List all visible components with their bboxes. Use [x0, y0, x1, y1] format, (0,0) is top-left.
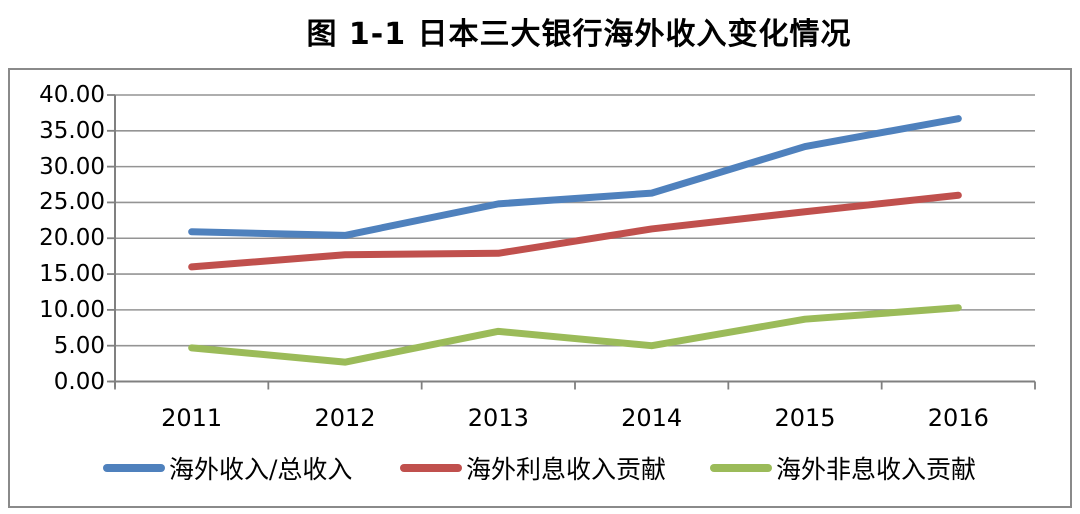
- legend-label: 海外非息收入贡献: [776, 455, 977, 484]
- x-axis-tick-label: 2011: [161, 404, 223, 432]
- y-axis-tick-label: 20.00: [39, 225, 105, 252]
- legend-item-2: 海外非息收入贡献: [710, 453, 977, 484]
- legend-line-swatch: [103, 464, 165, 472]
- series-line-1: [188, 191, 962, 271]
- y-axis-tick-label: 0.00: [53, 368, 105, 395]
- legend-line-swatch: [400, 464, 462, 472]
- legend-item-1: 海外利息收入贡献: [400, 453, 667, 484]
- y-axis-tick-label: 30.00: [39, 153, 105, 180]
- legend-item-0: 海外收入/总收入: [103, 453, 353, 484]
- legend-label: 海外收入/总收入: [169, 455, 353, 484]
- chart-frame: 40.00 35.00 30.00 25.00 20.00 15.00 10.00 5.00 0…: [8, 68, 1072, 508]
- series-line-0: [188, 115, 962, 239]
- y-axis-tick-label: 10.00: [39, 296, 105, 323]
- y-axis-tick-label: 40.00: [39, 82, 105, 108]
- plot-area: [107, 94, 1036, 390]
- y-axis-tick-label: 5.00: [53, 332, 105, 359]
- legend-label: 海外利息收入贡献: [466, 455, 667, 484]
- x-axis-tick-label: 2015: [774, 404, 836, 432]
- x-axis-tick-label: 2013: [467, 404, 529, 432]
- x-axis-tick-label: 2016: [927, 404, 989, 432]
- y-axis-tick-label: 15.00: [39, 261, 105, 288]
- y-axis-tick-label: 25.00: [39, 189, 105, 216]
- x-axis-tick-label: 2012: [314, 404, 376, 432]
- legend-line-swatch: [710, 464, 772, 472]
- chart-title: 图 1-1 日本三大银行海外收入变化情况: [306, 17, 852, 52]
- x-axis-tick-label: 2014: [621, 404, 683, 432]
- series-line-2: [188, 304, 962, 366]
- y-axis-tick-label: 35.00: [39, 117, 105, 144]
